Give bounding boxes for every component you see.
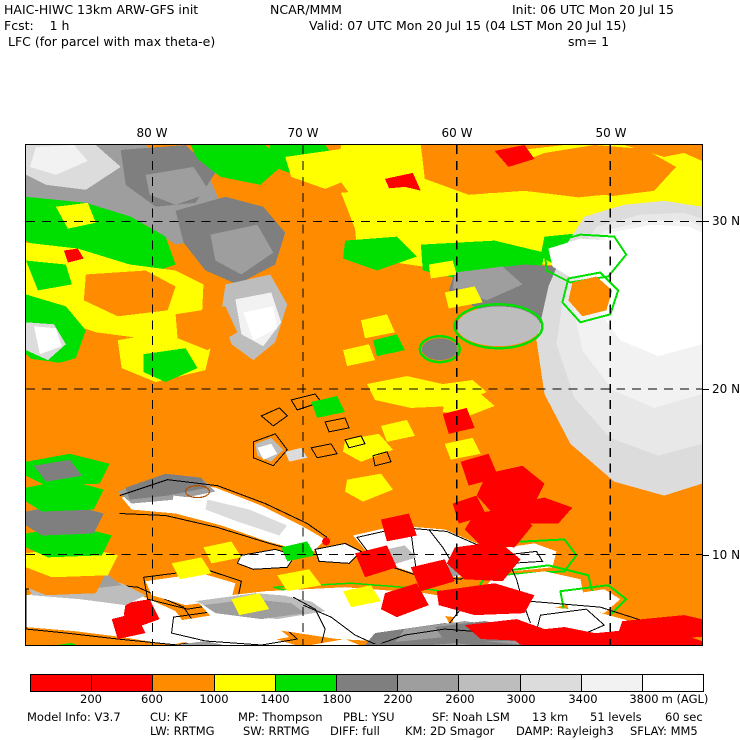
colorbar[interactable]	[30, 674, 704, 692]
model-title: HAIC-HIWC 13km ARW-GFS init	[4, 2, 199, 17]
colorbar-swatches	[30, 674, 704, 692]
colorbar-tick-labels: 200 600 1000 1400 1800 2200 2600 3000 34…	[0, 692, 740, 708]
institution-label: NCAR/MMM	[270, 2, 342, 17]
forecast-hour-label: Fcst: 1 h	[4, 18, 70, 33]
colorbar-tick-3800: 3800	[629, 692, 659, 706]
header-block: HAIC-HIWC 13km ARW-GFS init NCAR/MMM Ini…	[0, 0, 740, 58]
model-info-levels: 51 levels	[590, 710, 642, 724]
colorbar-tick-600: 600	[141, 692, 163, 706]
lat-label-30n: 30 N	[712, 214, 740, 228]
model-info-sw: SW: RRTMG	[243, 724, 310, 738]
colorbar-cell-1	[92, 675, 154, 691]
colorbar-tick-1000: 1000	[199, 692, 229, 706]
colorbar-cell-6	[398, 675, 460, 691]
lat-tick-30n	[703, 221, 709, 222]
colorbar-tick-1800: 1800	[322, 692, 352, 706]
model-info-damp: DAMP: Rayleigh3	[516, 724, 614, 738]
colorbar-tick-1400: 1400	[260, 692, 290, 706]
model-info-lw: LW: RRTMG	[150, 724, 215, 738]
model-info-block: Model Info: V3.7 CU: KF MP: Thompson PBL…	[0, 710, 740, 740]
smoothing-label: sm= 1	[568, 34, 610, 49]
model-info-cu: CU: KF	[150, 710, 189, 724]
colorbar-cell-4	[275, 675, 337, 691]
field-name-label: LFC (for parcel with max theta-e)	[8, 34, 216, 49]
colorbar-cell-10	[642, 675, 704, 691]
map-frame	[25, 144, 703, 646]
colorbar-cell-5	[336, 675, 399, 691]
colorbar-cell-3	[214, 675, 276, 691]
lat-tick-10n	[703, 555, 709, 556]
model-info-km: KM: 2D Smagor	[405, 724, 495, 738]
forecast-map[interactable]	[25, 144, 703, 646]
model-info-diff: DIFF: full	[330, 724, 380, 738]
colorbar-cell-8	[520, 675, 582, 691]
lat-label-10n: 10 N	[712, 548, 740, 562]
model-info-grid: 13 km	[532, 710, 569, 724]
lon-label-50w: 50 W	[595, 126, 627, 140]
model-info-pbl: PBL: YSU	[343, 710, 395, 724]
colorbar-cell-0	[31, 675, 93, 691]
init-time-label: Init: 06 UTC Mon 20 Jul 15	[512, 2, 674, 17]
colorbar-tick-3400: 3400	[568, 692, 598, 706]
colorbar-unit-label: m (AGL)	[661, 692, 709, 706]
lat-label-20n: 20 N	[712, 382, 740, 396]
colorbar-cell-7	[459, 675, 521, 691]
valid-time-label: Valid: 07 UTC Mon 20 Jul 15 (04 LST Mon …	[309, 18, 627, 33]
model-info-mp: MP: Thompson	[238, 710, 323, 724]
colorbar-tick-2200: 2200	[383, 692, 413, 706]
colorbar-tick-2600: 2600	[445, 692, 475, 706]
lon-label-60w: 60 W	[441, 126, 473, 140]
colorbar-cell-9	[581, 675, 643, 691]
grid-lines	[26, 145, 702, 645]
model-info-sflay: SFLAY: MM5	[630, 724, 698, 738]
model-info-timestep: 60 sec	[665, 710, 703, 724]
model-info-sf: SF: Noah LSM	[432, 710, 510, 724]
colorbar-cell-2	[153, 675, 215, 691]
lon-label-80w: 80 W	[136, 126, 168, 140]
lat-tick-20n	[703, 389, 709, 390]
lon-label-70w: 70 W	[287, 126, 319, 140]
colorbar-tick-200: 200	[80, 692, 102, 706]
map-raster	[26, 145, 702, 645]
model-info-version: Model Info: V3.7	[27, 710, 121, 724]
colorbar-tick-3000: 3000	[506, 692, 536, 706]
